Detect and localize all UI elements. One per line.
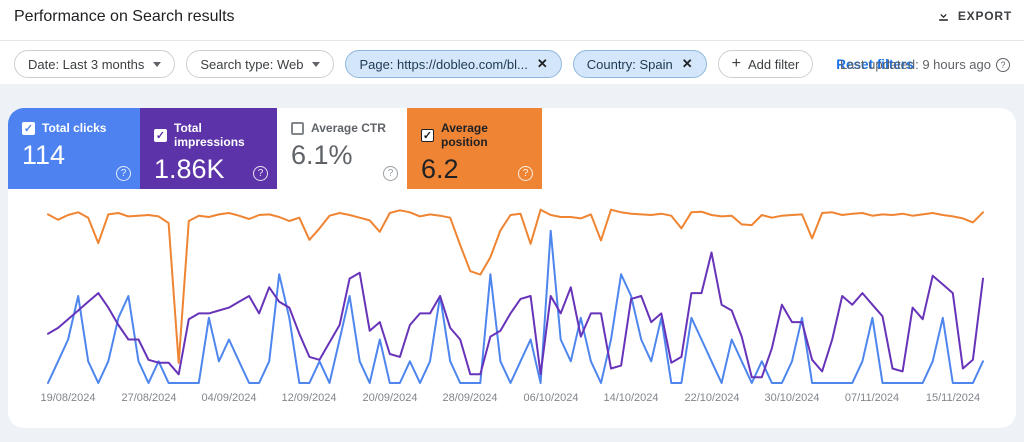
x-axis-label: 30/10/2024 [764, 392, 820, 404]
x-axis-label: 19/08/2024 [40, 392, 96, 404]
x-axis-label: 07/11/2024 [844, 392, 900, 404]
add-filter-label: Add filter [747, 56, 800, 72]
metric-cards: ✓ Total clicks 114 ? ✓ Total impressions… [8, 108, 1016, 189]
x-axis-label: 22/10/2024 [684, 392, 740, 404]
chevron-down-icon [312, 61, 321, 67]
close-icon[interactable]: ✕ [681, 56, 693, 71]
average-position-value: 6.2 [421, 154, 459, 184]
last-updated-text: Last updated: 9 hours ago [839, 57, 991, 72]
x-axis-label: 28/09/2024 [442, 392, 498, 404]
impressions-line [47, 251, 984, 379]
x-axis-label: 04/09/2024 [201, 392, 257, 404]
total-clicks-label: Total clicks [42, 121, 107, 135]
reset-filters-link[interactable]: Reset filters [836, 56, 914, 72]
last-updated: Last updated: 9 hours ago ? [840, 57, 1010, 72]
top-bar: Performance on Search results EXPORT Dat… [0, 0, 1024, 84]
help-icon[interactable]: ? [116, 166, 131, 181]
average-position-label: Average position [441, 121, 488, 149]
date-filter-label: Date: Last 3 months [28, 56, 145, 72]
total-impressions-label: Total impressions [174, 121, 245, 149]
help-icon[interactable]: ? [518, 166, 533, 181]
average-position-checkbox[interactable]: ✓ [421, 128, 434, 142]
export-button[interactable]: EXPORT [936, 8, 1012, 23]
export-label: EXPORT [957, 8, 1012, 23]
x-axis-label: 06/10/2024 [523, 392, 579, 404]
average-ctr-checkbox[interactable] [291, 121, 304, 135]
x-axis-label: 15/11/2024 [925, 392, 981, 404]
x-axis-label: 27/08/2024 [121, 392, 177, 404]
plus-icon: + [731, 55, 741, 72]
filter-bar: Date: Last 3 months Search type: Web Pag… [14, 50, 914, 78]
x-axis-label: 14/10/2024 [603, 392, 659, 404]
country-filter-label: Country: Spain [586, 56, 673, 72]
performance-panel: ✓ Total clicks 114 ? ✓ Total impressions… [8, 108, 1016, 428]
performance-chart[interactable]: 19/08/2024 27/08/2024 04/09/2024 12/09/2024… [8, 189, 1016, 428]
clicks-line [47, 229, 984, 384]
close-icon[interactable]: ✕ [536, 56, 548, 71]
total-clicks-value: 114 [22, 140, 66, 170]
total-impressions-card[interactable]: ✓ Total impressions 1.86K ? [140, 108, 277, 189]
help-icon[interactable]: ? [996, 57, 1010, 72]
page-filter-label: Page: https://dobleo.com/bl... [359, 56, 528, 72]
chevron-down-icon [153, 61, 162, 67]
total-impressions-value: 1.86K [154, 154, 225, 184]
page-filter-chip[interactable]: Page: https://dobleo.com/bl... ✕ [345, 50, 562, 78]
search-type-filter-chip[interactable]: Search type: Web [186, 50, 335, 78]
average-ctr-value: 6.1% [291, 140, 353, 170]
add-filter-button[interactable]: + Add filter [717, 50, 814, 78]
total-impressions-checkbox[interactable]: ✓ [154, 128, 167, 142]
average-ctr-card[interactable]: Average CTR 6.1% ? [277, 108, 407, 189]
total-clicks-checkbox[interactable]: ✓ [22, 121, 35, 135]
average-position-line [47, 208, 984, 364]
download-icon [938, 9, 948, 21]
average-ctr-label: Average CTR [311, 121, 386, 135]
country-filter-chip[interactable]: Country: Spain ✕ [572, 50, 707, 78]
chart-lines[interactable] [8, 189, 1016, 428]
total-clicks-card[interactable]: ✓ Total clicks 114 ? [8, 108, 140, 189]
average-position-card[interactable]: ✓ Average position 6.2 ? [407, 108, 542, 189]
help-icon[interactable]: ? [253, 166, 268, 181]
x-axis-label: 12/09/2024 [281, 392, 337, 404]
help-icon[interactable]: ? [383, 166, 398, 181]
header-divider [0, 40, 1024, 41]
search-type-filter-label: Search type: Web [200, 56, 304, 72]
date-filter-chip[interactable]: Date: Last 3 months [14, 50, 176, 78]
x-axis-label: 20/09/2024 [362, 392, 418, 404]
page-title: Performance on Search results [14, 8, 235, 25]
